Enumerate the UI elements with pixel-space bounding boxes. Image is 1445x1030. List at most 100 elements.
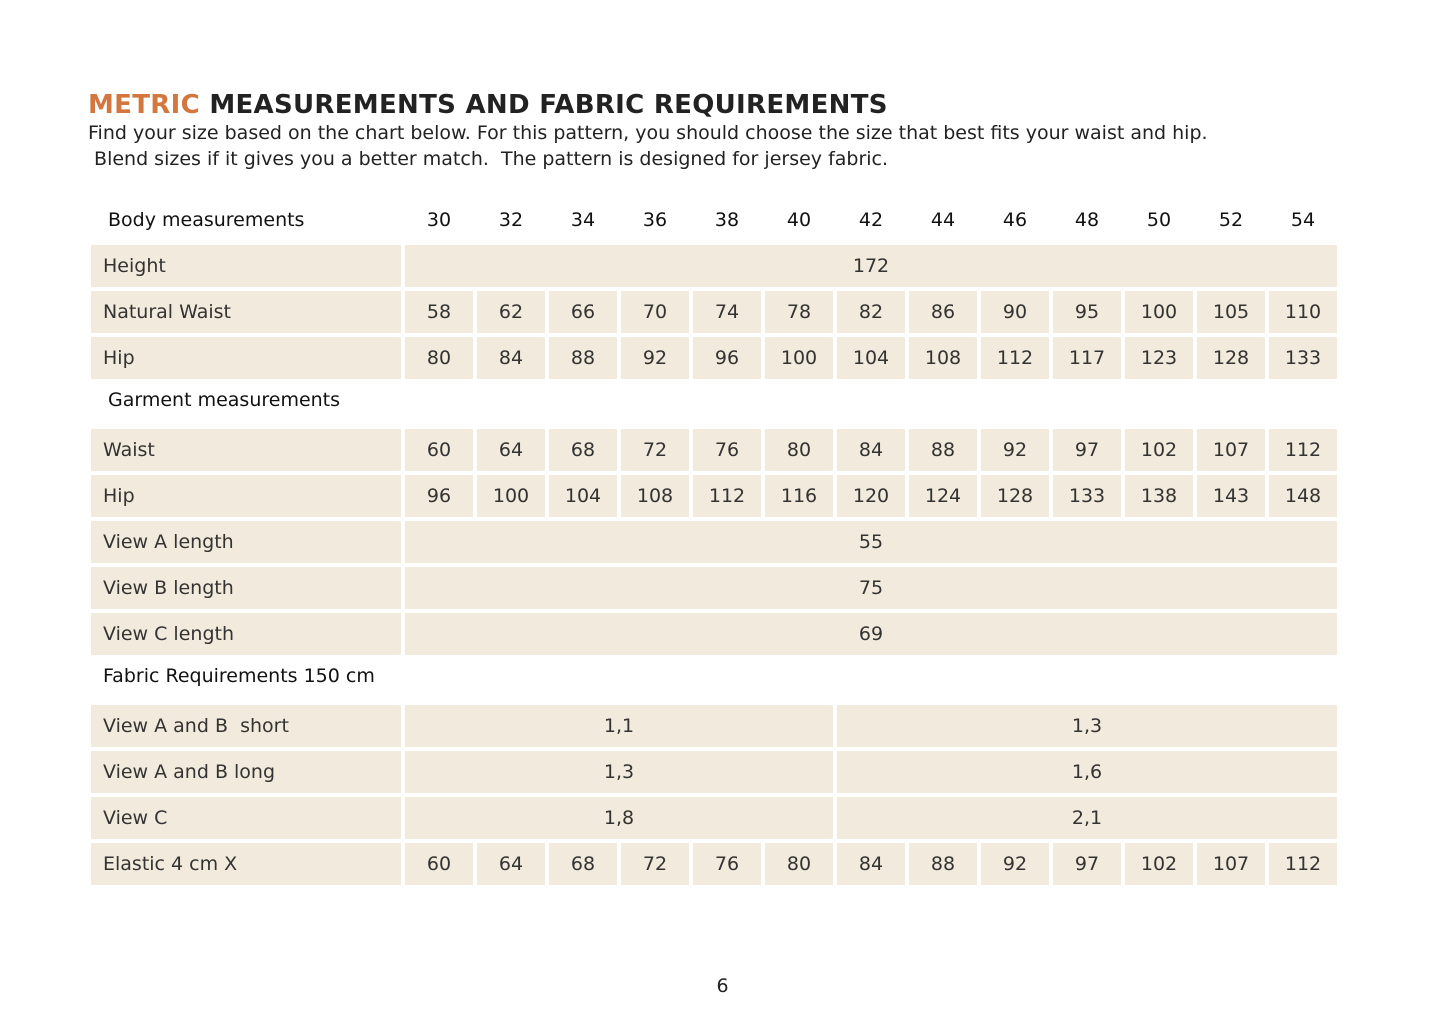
table-cell: 128	[981, 475, 1049, 517]
table-cell: 128	[1197, 337, 1265, 379]
table-cell: 100	[765, 337, 833, 379]
table-cell: 97	[1053, 429, 1121, 471]
intro-line: Find your size based on the chart below.…	[88, 122, 1208, 144]
table-cell: 76	[693, 429, 761, 471]
size-header: 40	[786, 209, 812, 231]
table-cell: 84	[477, 337, 545, 379]
table-cell: 104	[837, 337, 905, 379]
table-cell: 1,8	[405, 797, 833, 839]
table-cell: 112	[1269, 843, 1337, 885]
table-cell: 88	[909, 843, 977, 885]
table-cell: 104	[549, 475, 617, 517]
size-header: 32	[498, 209, 524, 231]
table-cell: 1,1	[405, 705, 833, 747]
table-cell: 92	[981, 843, 1049, 885]
row-label: View A and B long	[91, 751, 401, 793]
row-label: View B length	[91, 567, 401, 609]
size-header: 48	[1074, 209, 1100, 231]
table-cell: 108	[909, 337, 977, 379]
table-cell: 143	[1197, 475, 1265, 517]
table-cell: 100	[1125, 291, 1193, 333]
table-cell: 80	[765, 429, 833, 471]
title: METRIC MEASUREMENTS AND FABRIC REQUIREME…	[88, 90, 888, 120]
table-cell: 68	[549, 429, 617, 471]
table-cell: 88	[909, 429, 977, 471]
table-cell: 112	[1269, 429, 1337, 471]
table-cell: 80	[765, 843, 833, 885]
page-number: 6	[716, 975, 729, 997]
row-label: Hip	[91, 475, 401, 517]
table-cell: 72	[621, 429, 689, 471]
table-cell: 96	[405, 475, 473, 517]
table-cell: 82	[837, 291, 905, 333]
table-cell: 78	[765, 291, 833, 333]
row-label: Height	[91, 245, 401, 287]
size-header: 44	[930, 209, 956, 231]
row-label: View A length	[91, 521, 401, 563]
intro-line: Blend sizes if it gives you a better mat…	[88, 148, 889, 170]
size-header: 36	[642, 209, 668, 231]
row-label: Elastic 4 cm X	[91, 843, 401, 885]
size-header: 52	[1218, 209, 1244, 231]
table-cell: 108	[621, 475, 689, 517]
row-label: View C	[91, 797, 401, 839]
row-label: Waist	[91, 429, 401, 471]
table-cell: 124	[909, 475, 977, 517]
section-heading: Garment measurements	[108, 389, 341, 411]
table-cell: 74	[693, 291, 761, 333]
row-label: Natural Waist	[91, 291, 401, 333]
table-cell: 95	[1053, 291, 1121, 333]
table-cell: 1,3	[837, 705, 1337, 747]
table-cell: 2,1	[837, 797, 1337, 839]
table-cell: 66	[549, 291, 617, 333]
table-cell: 133	[1053, 475, 1121, 517]
table-cell: 75	[405, 567, 1337, 609]
table-cell: 80	[405, 337, 473, 379]
row-label: View C length	[91, 613, 401, 655]
table-cell: 84	[837, 843, 905, 885]
table-cell: 69	[405, 613, 1337, 655]
table-cell: 102	[1125, 843, 1193, 885]
table-cell: 60	[405, 429, 473, 471]
table-cell: 138	[1125, 475, 1193, 517]
table-cell: 110	[1269, 291, 1337, 333]
table-cell: 100	[477, 475, 545, 517]
table-cell: 116	[765, 475, 833, 517]
table-cell: 90	[981, 291, 1049, 333]
table-cell: 133	[1269, 337, 1337, 379]
table-cell: 64	[477, 429, 545, 471]
table-cell: 112	[981, 337, 1049, 379]
column-header: Body measurements	[108, 209, 305, 231]
table-cell: 62	[477, 291, 545, 333]
table-cell: 105	[1197, 291, 1265, 333]
table-cell: 102	[1125, 429, 1193, 471]
table-cell: 1,3	[405, 751, 833, 793]
title-text: MEASUREMENTS AND FABRIC REQUIREMENTS	[209, 90, 888, 120]
size-header: 54	[1290, 209, 1316, 231]
table-cell: 123	[1125, 337, 1193, 379]
table-cell: 84	[837, 429, 905, 471]
table-cell: 107	[1197, 843, 1265, 885]
table-cell: 86	[909, 291, 977, 333]
table-cell: 60	[405, 843, 473, 885]
row-label: View A and B short	[91, 705, 401, 747]
size-header: 30	[426, 209, 452, 231]
table-cell: 96	[693, 337, 761, 379]
table-cell: 117	[1053, 337, 1121, 379]
title-highlight: METRIC	[88, 90, 200, 120]
table-cell: 55	[405, 521, 1337, 563]
table-cell: 88	[549, 337, 617, 379]
table-cell: 120	[837, 475, 905, 517]
table-cell: 92	[621, 337, 689, 379]
table-cell: 76	[693, 843, 761, 885]
table-cell: 1,6	[837, 751, 1337, 793]
row-label: Hip	[91, 337, 401, 379]
table-cell: 68	[549, 843, 617, 885]
table-cell: 97	[1053, 843, 1121, 885]
table-cell: 64	[477, 843, 545, 885]
size-header: 34	[570, 209, 596, 231]
table-cell: 112	[693, 475, 761, 517]
table-cell: 107	[1197, 429, 1265, 471]
size-header: 50	[1146, 209, 1172, 231]
